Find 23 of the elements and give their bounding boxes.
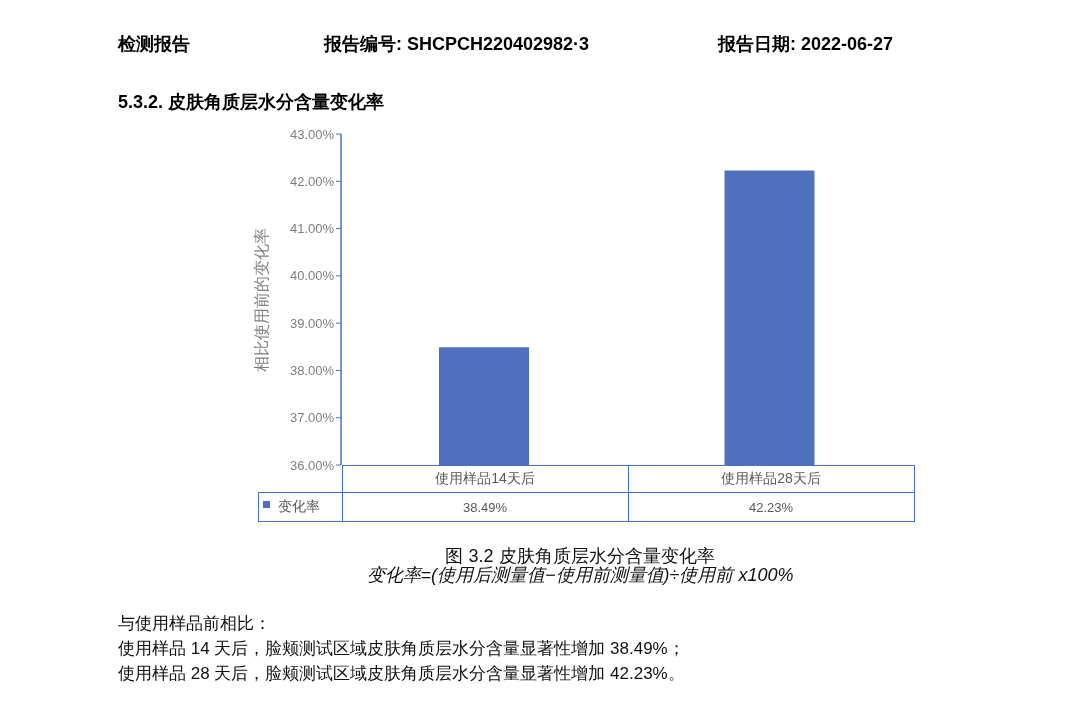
text: 与使用样品前相比： — [118, 613, 271, 635]
y-tick-label: 42.00% — [289, 173, 335, 189]
x-tick-label: 使用样品14天后 — [342, 465, 628, 493]
text: 变化率=(使用后测量值−使用前测量值)÷使用前 x100% — [366, 565, 794, 587]
y-tick-label: 40.00% — [289, 268, 335, 284]
text: 使用样品 14 天后，脸颊测试区域皮肤角质层水分含量显著性增加 38.49%； — [118, 638, 685, 660]
legend-label: 变化率 — [258, 492, 342, 522]
y-tick-label: 41.00% — [289, 221, 335, 237]
x-tick-label: 使用样品28天后 — [628, 465, 914, 493]
y-tick-label: 43.00% — [289, 126, 335, 142]
text: 报告编号: SHCPCH220402982·3 — [324, 33, 590, 56]
y-tick-label: 39.00% — [289, 315, 335, 331]
y-tick-label: 37.00% — [289, 410, 335, 426]
data-label: 38.49% — [342, 492, 628, 522]
caption: 图 3.2 皮肤角质层水分含量变化率 — [445, 545, 715, 566]
text: 报告日期: 2022-06-27 — [718, 33, 894, 56]
y-tick-label: 36.00% — [289, 457, 335, 473]
chart-title: 5.3.2. 皮肤角质层水分含量变化率 — [118, 91, 385, 114]
y-tick-label: 38.00% — [289, 363, 335, 379]
data-label: 42.23% — [628, 492, 914, 522]
text: 检测报告 — [118, 33, 190, 56]
y-axis-title: 相比使用前的变化率 — [251, 228, 271, 372]
text: 使用样品 28 天后，脸颊测试区域皮肤角质层水分含量显著性增加 42.23%。 — [118, 663, 685, 685]
